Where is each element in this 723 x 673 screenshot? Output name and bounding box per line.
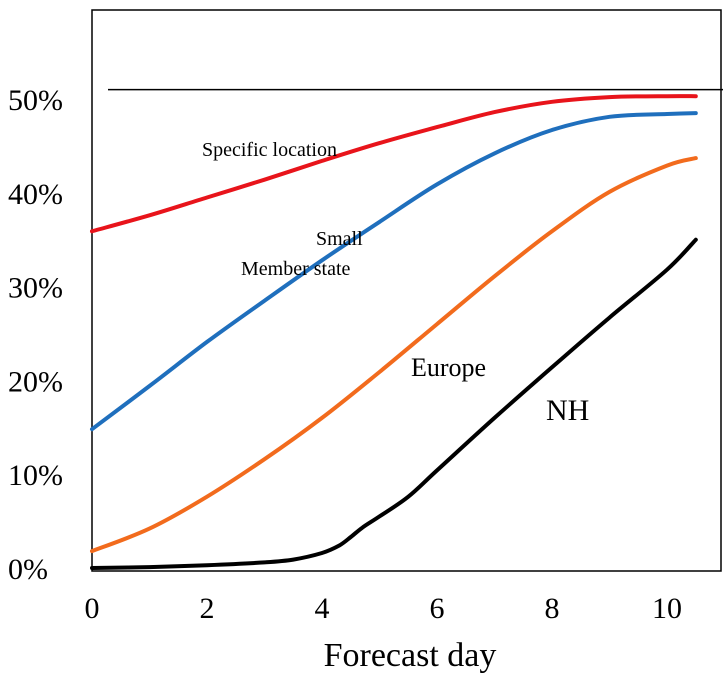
y-tick-label: 0%: [8, 553, 48, 586]
x-tick-label: 10: [652, 592, 682, 625]
series-line-nh: [90, 237, 698, 570]
x-tick-label: 8: [545, 592, 560, 625]
annotation-small: Small: [316, 228, 363, 250]
series-layer: [90, 94, 698, 570]
x-axis-ticks: 0 2 4 6 8 10: [85, 592, 683, 625]
series-line-specific-location: [90, 94, 698, 234]
y-tick-label: 40%: [8, 178, 63, 211]
series-line-small-member-state: [90, 111, 698, 432]
y-tick-label: 20%: [8, 365, 63, 398]
y-axis-ticks: 0% 10% 20% 30% 40% 50%: [8, 84, 63, 586]
y-tick-label: 10%: [8, 459, 63, 492]
annotation-member-state: Member state: [241, 258, 351, 280]
y-tick-label: 30%: [8, 272, 63, 305]
x-tick-label: 0: [85, 592, 100, 625]
x-tick-label: 2: [200, 592, 215, 625]
series-line-europe: [90, 156, 698, 554]
x-tick-label: 6: [430, 592, 445, 625]
x-axis-title: Forecast day: [324, 637, 497, 673]
annotation-europe: Europe: [411, 353, 486, 382]
y-tick-label: 50%: [8, 84, 63, 117]
plot-frame: [91, 9, 722, 572]
annotation-specific-location: Specific location: [202, 139, 337, 161]
x-tick-label: 4: [315, 592, 330, 625]
annotation-nh: NH: [546, 394, 589, 427]
